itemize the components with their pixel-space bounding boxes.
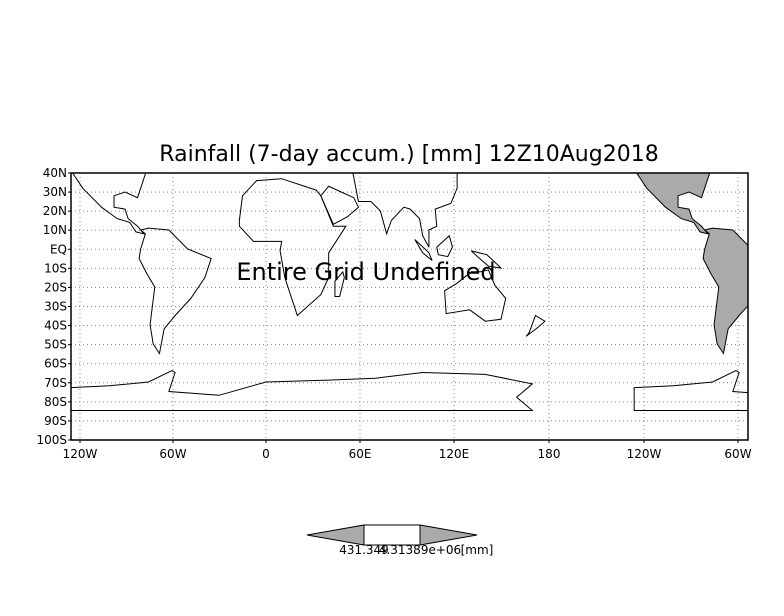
lat-label: 20N: [43, 204, 67, 218]
lon-label: 120E: [439, 447, 470, 461]
lat-label: 50S: [44, 338, 67, 352]
colorbar-label: 4.31389e+06: [379, 543, 461, 557]
coastline: [470, 250, 503, 269]
colorbar-box: [363, 524, 421, 546]
coastline: [702, 227, 748, 355]
coastline: [633, 370, 748, 411]
lat-label: 20S: [44, 280, 67, 294]
lon-label: 60E: [349, 447, 372, 461]
lat-label: 10S: [44, 261, 67, 275]
coastline: [334, 270, 345, 297]
coastline: [72, 173, 147, 235]
lat-label: 30N: [43, 185, 67, 199]
lat-label: EQ: [50, 242, 67, 256]
lon-label: 60W: [159, 447, 186, 461]
coastline: [138, 227, 212, 355]
coastline: [414, 239, 433, 261]
lat-label: 40S: [44, 319, 67, 333]
lat-label: 90S: [44, 414, 67, 428]
coastline: [636, 173, 711, 235]
lat-label: 40N: [43, 166, 67, 180]
lat-label: 60S: [44, 357, 67, 371]
colorbar-unit: [mm]: [461, 543, 494, 557]
lon-label: 180: [538, 447, 561, 461]
coastlines: [71, 173, 748, 411]
lat-label: 100S: [36, 433, 67, 447]
lat-label: 70S: [44, 376, 67, 390]
coastline: [320, 185, 360, 225]
graticule: [71, 173, 748, 440]
colorbar: 431.349 4.31389e+06 [mm]: [306, 524, 494, 557]
lon-label: 60W: [724, 447, 751, 461]
coastline: [525, 314, 546, 337]
colorbar-high: [419, 524, 478, 546]
colorbar-label: 431.349: [339, 543, 389, 557]
map-annotation: Entire Grid Undefined: [236, 258, 495, 286]
coastline: [352, 173, 458, 248]
lat-label: 10N: [43, 223, 67, 237]
lon-label: 120W: [63, 447, 98, 461]
axis-labels: 40N 30N 20N 10N EQ 10S 20S 30S 40S 50S 60S 70S 80S 90…: [36, 166, 751, 461]
coastline: [436, 234, 453, 258]
coastline: [238, 178, 347, 317]
lon-label: 0: [262, 447, 270, 461]
lon-label: 120W: [627, 447, 662, 461]
map-title: Rainfall (7-day accum.) [mm] 12Z10Aug201…: [159, 142, 658, 167]
lat-label: 30S: [44, 300, 67, 314]
lat-label: 80S: [44, 395, 67, 409]
coastline: [444, 269, 507, 322]
coastline: [71, 370, 534, 411]
